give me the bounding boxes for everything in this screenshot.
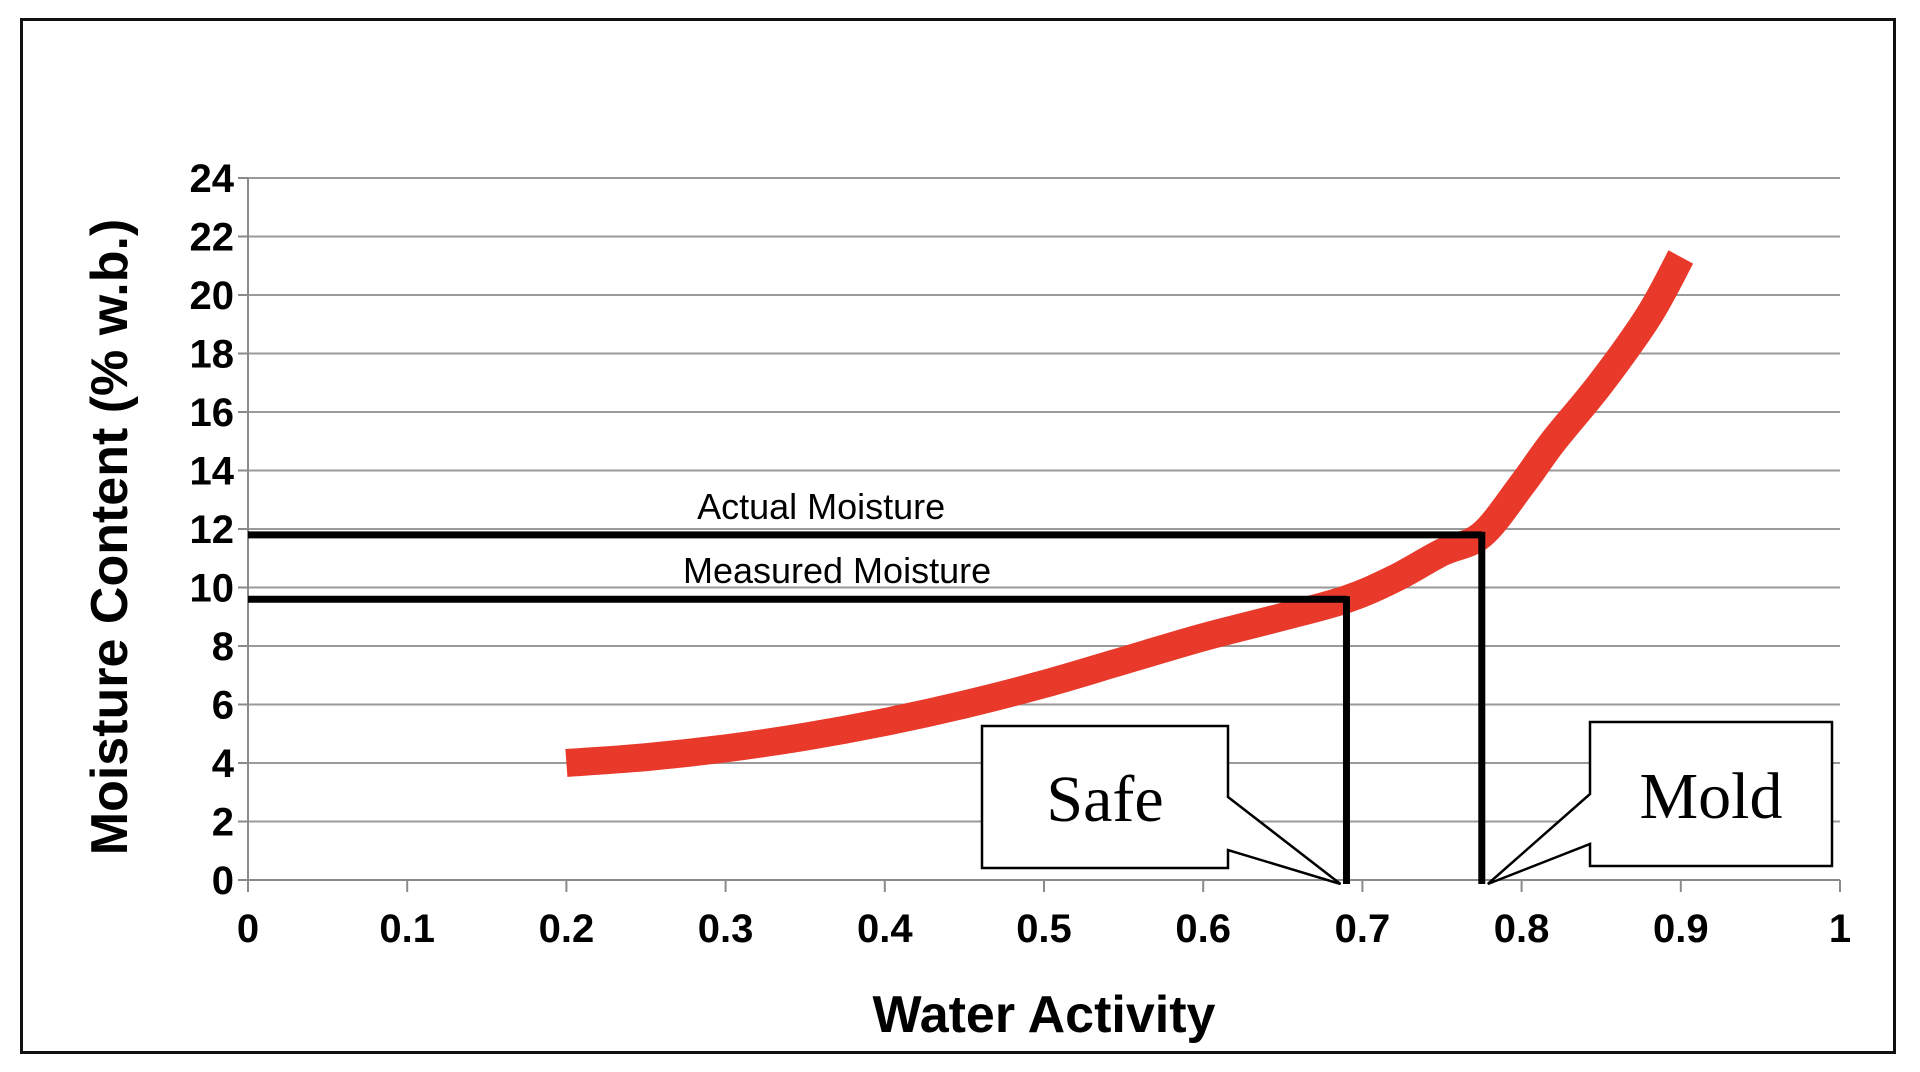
callout-box-safe [980, 724, 1342, 886]
y-tick-label-10: 10 [190, 567, 235, 611]
x-tick-label-0.4: 0.4 [857, 907, 913, 951]
x-tick-label-1: 1 [1829, 907, 1851, 951]
callout-label-safe: Safe [1046, 763, 1163, 836]
x-tick-label-0.9: 0.9 [1653, 907, 1709, 951]
x-tick-label-0.7: 0.7 [1335, 907, 1391, 951]
callout-box-mold [1486, 720, 1834, 886]
y-tick-label-20: 20 [190, 274, 235, 318]
y-tick-label-12: 12 [190, 508, 235, 552]
annotation-lines: Actual Moisture Measured Moisture [248, 486, 1486, 884]
series-curve-0 [565, 250, 1694, 777]
x-axis-title: Water Activity [873, 986, 1216, 1044]
y-axis-title: Moisture Content (% w.b.) [81, 219, 139, 855]
axes [238, 177, 1841, 892]
y-tick-label-6: 6 [212, 684, 234, 728]
callout-label-mold: Mold [1639, 760, 1782, 833]
annotation-label-1: Measured Moisture [683, 550, 991, 591]
y-tick-label-14: 14 [190, 450, 235, 494]
callouts: Safe Mold [980, 720, 1834, 886]
x-tick-label-0.2: 0.2 [539, 907, 595, 951]
y-tick-label-8: 8 [212, 625, 234, 669]
y-tick-label-4: 4 [212, 742, 235, 786]
x-tick-label-0.8: 0.8 [1494, 907, 1550, 951]
x-tick-label-0: 0 [237, 907, 259, 951]
y-tick-label-0: 0 [212, 859, 234, 903]
y-tick-label-16: 16 [190, 391, 235, 435]
series-curves [565, 250, 1694, 777]
y-tick-label-2: 2 [212, 801, 234, 845]
x-tick-label-0.3: 0.3 [698, 907, 754, 951]
y-tick-label-18: 18 [190, 333, 235, 377]
x-tick-label-0.5: 0.5 [1016, 907, 1072, 951]
y-tick-label-22: 22 [190, 216, 235, 260]
x-tick-label-0.6: 0.6 [1175, 907, 1231, 951]
annotation-label-0: Actual Moisture [697, 486, 945, 527]
x-tick-label-0.1: 0.1 [379, 907, 435, 951]
chart-frame [20, 18, 1896, 1054]
y-tick-label-24: 24 [190, 157, 235, 201]
